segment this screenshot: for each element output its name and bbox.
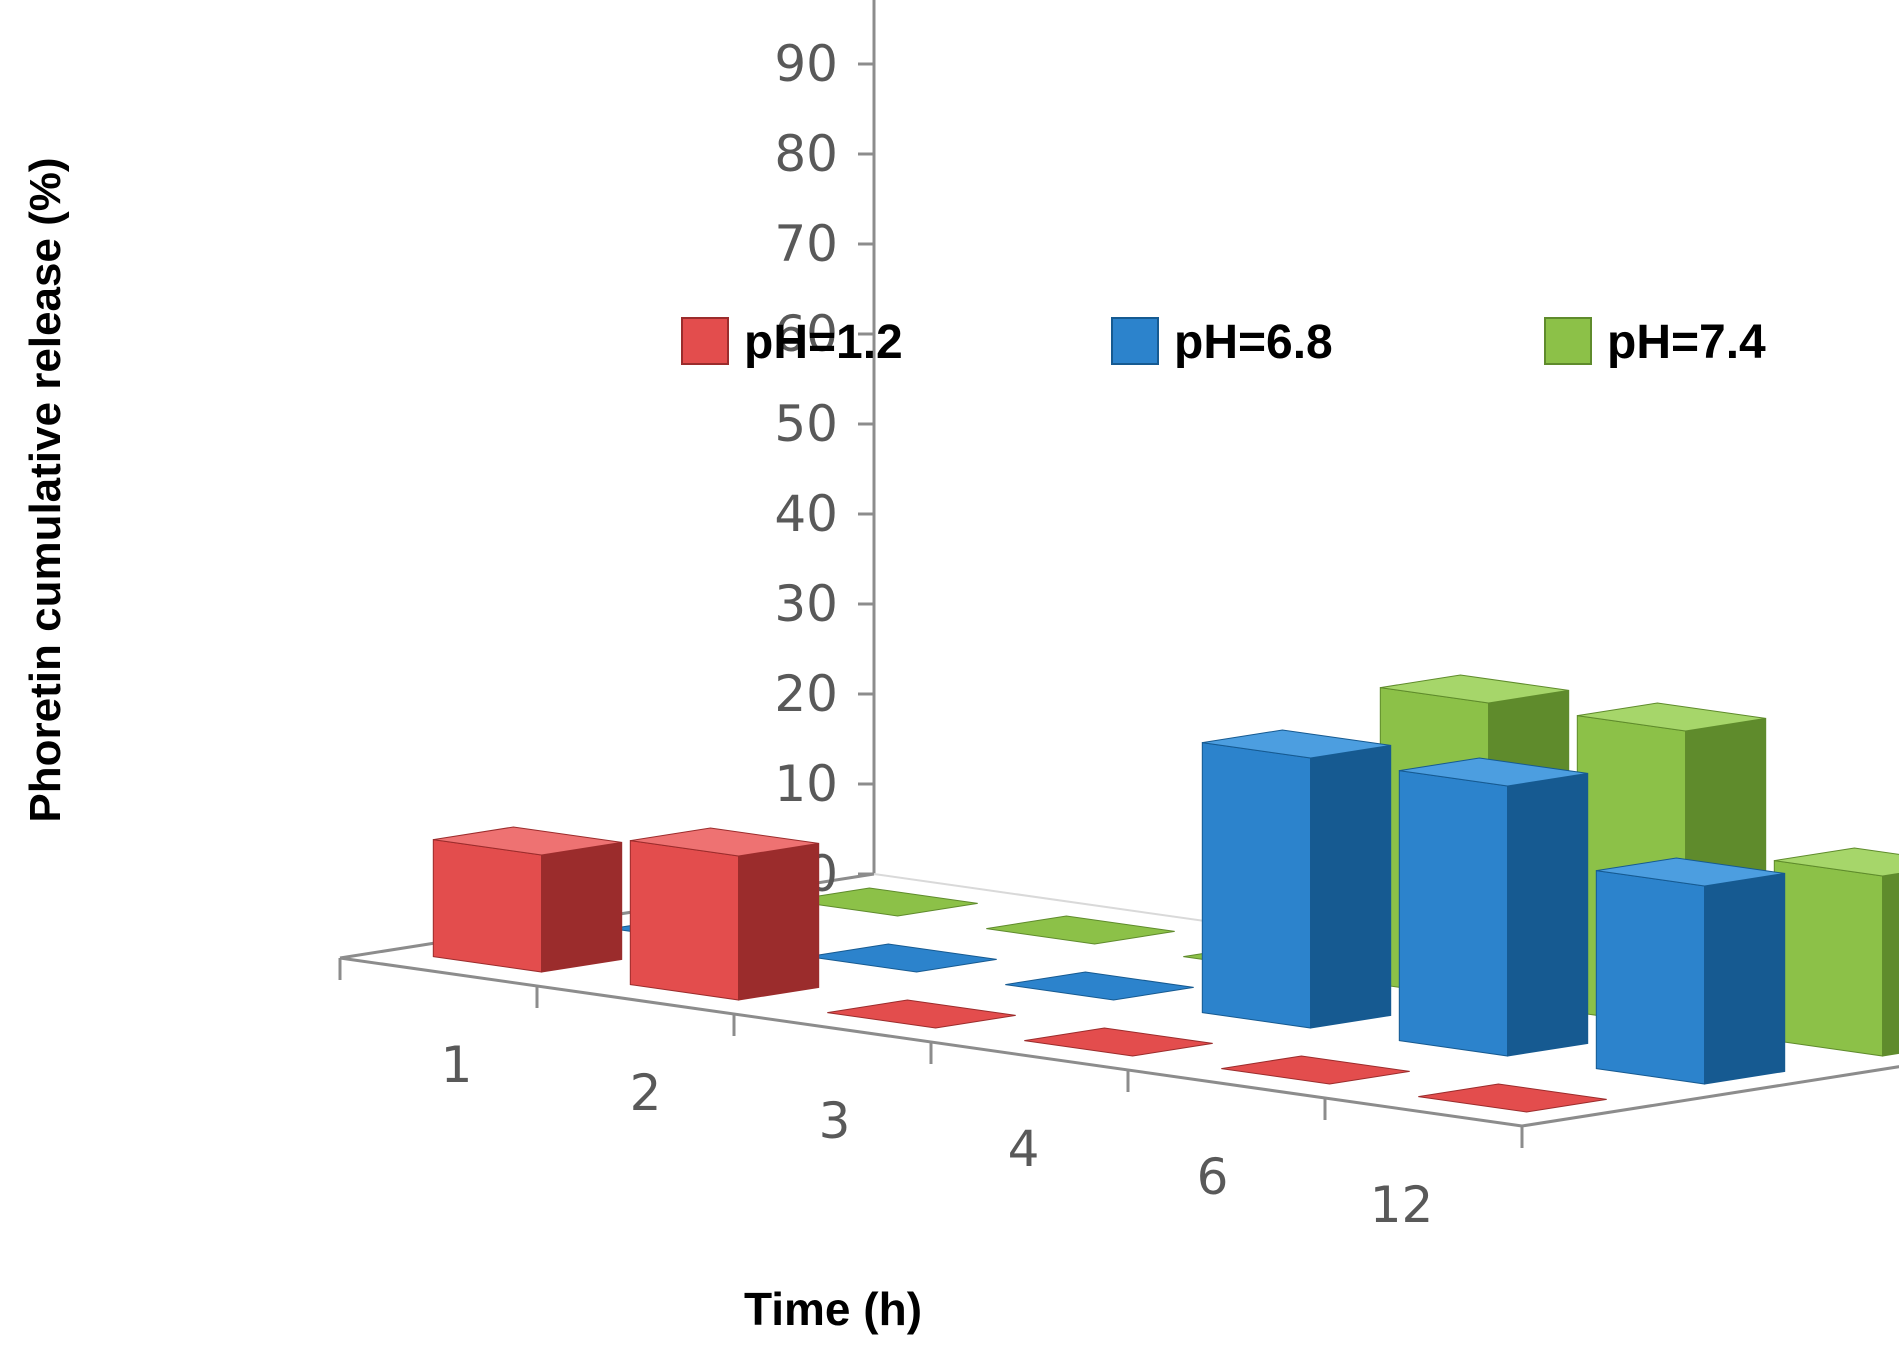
bar-ph-6-8-t4: [1201, 729, 1392, 1029]
y-tick-label: 100: [743, 0, 838, 3]
bar-front: [1595, 870, 1706, 1085]
bar-side: [738, 842, 820, 1001]
bar-side: [1507, 772, 1589, 1057]
bar-top: [1774, 847, 1899, 877]
legend-swatch: [1544, 317, 1592, 365]
bar-front: [1398, 770, 1509, 1057]
legend-label: pH=1.2: [744, 316, 903, 369]
y-tick-label: 20: [774, 665, 838, 723]
legend-item: pH=6.8: [1111, 316, 1333, 369]
bar-front: [629, 840, 740, 1001]
legend-label: pH=7.4: [1607, 316, 1766, 369]
y-tick-labels: 0102030405060708090100: [743, 0, 838, 903]
legend-swatch: [1111, 317, 1159, 365]
bar-flat: [808, 943, 997, 973]
bar-side: [1882, 872, 1899, 1057]
bar-flat: [986, 915, 1175, 945]
floor-right-edge: [1521, 1065, 1899, 1128]
bar-side: [1704, 872, 1786, 1085]
x-tick-labels: 1 2 3 4 6 12: [441, 1036, 1434, 1234]
y-tick-label: 70: [774, 215, 838, 273]
bar-ph-7-4-t1: [789, 887, 978, 917]
bar-ph-1-2-t6: [1221, 1055, 1410, 1085]
y-tick-label: 30: [774, 575, 838, 633]
bar-top: [1380, 674, 1569, 704]
y-tick-label: 10: [774, 755, 838, 813]
y-tick-label: 90: [774, 35, 838, 93]
bar-ph-1-2-t4: [1024, 1027, 1213, 1057]
bar-top: [433, 826, 622, 856]
legend-item: pH=7.4: [1544, 316, 1766, 369]
bar-flat: [827, 999, 1016, 1029]
bar-top: [630, 827, 819, 857]
bar-flat: [1221, 1055, 1410, 1085]
x-axis-title: Time (h): [744, 1283, 922, 1335]
x-tick-label: 4: [1008, 1120, 1040, 1178]
bar-front: [1201, 742, 1312, 1029]
bar-flat: [1418, 1083, 1607, 1113]
legend-label: pH=6.8: [1174, 316, 1333, 369]
bar-ph-1-2-t12: [1418, 1083, 1607, 1113]
bar-front: [1773, 860, 1884, 1057]
bar-flat: [1024, 1027, 1213, 1057]
bar-flat: [789, 887, 978, 917]
bar-ph-1-2-t1: [432, 826, 623, 973]
x-tick-label: 6: [1197, 1148, 1229, 1206]
bar-flat: [1005, 971, 1194, 1001]
y-tick-label: 80: [774, 125, 838, 183]
x-tick-label: 3: [819, 1092, 851, 1150]
bar-top: [1202, 729, 1391, 759]
legend-item: pH=1.2: [681, 316, 903, 369]
bars: [432, 674, 1899, 1113]
bar-top: [1577, 702, 1766, 732]
legend-swatch: [681, 317, 729, 365]
x-tick-label: 2: [630, 1064, 662, 1122]
bar-side: [1310, 744, 1392, 1029]
y-tick-label: 40: [774, 485, 838, 543]
bar-front: [432, 839, 543, 973]
bar-ph-1-2-t3: [827, 999, 1016, 1029]
y-tick-label: 60: [774, 305, 838, 363]
bar-ph-6-8-t3: [1005, 971, 1194, 1001]
x-tick-label: 12: [1370, 1176, 1434, 1234]
bar-ph-1-2-t2: [629, 827, 820, 1001]
legend: pH=1.2 pH=6.8 pH=7.4: [681, 316, 1766, 369]
bar-ph-6-8-t6: [1398, 757, 1589, 1057]
bar-ph-7-4-t2: [986, 915, 1175, 945]
bar-ph-6-8-t2: [808, 943, 997, 973]
bar-top: [1399, 757, 1588, 787]
y-tick-label: 50: [774, 395, 838, 453]
bar-ph-6-8-t12: [1595, 857, 1786, 1085]
bar-top: [1596, 857, 1785, 887]
bar-ph-7-4-t12: [1773, 847, 1899, 1057]
y-axis-title: Phoretin cumulative release (%): [21, 157, 70, 822]
bar-side: [541, 841, 623, 973]
x-tick-label: 1: [441, 1036, 473, 1094]
